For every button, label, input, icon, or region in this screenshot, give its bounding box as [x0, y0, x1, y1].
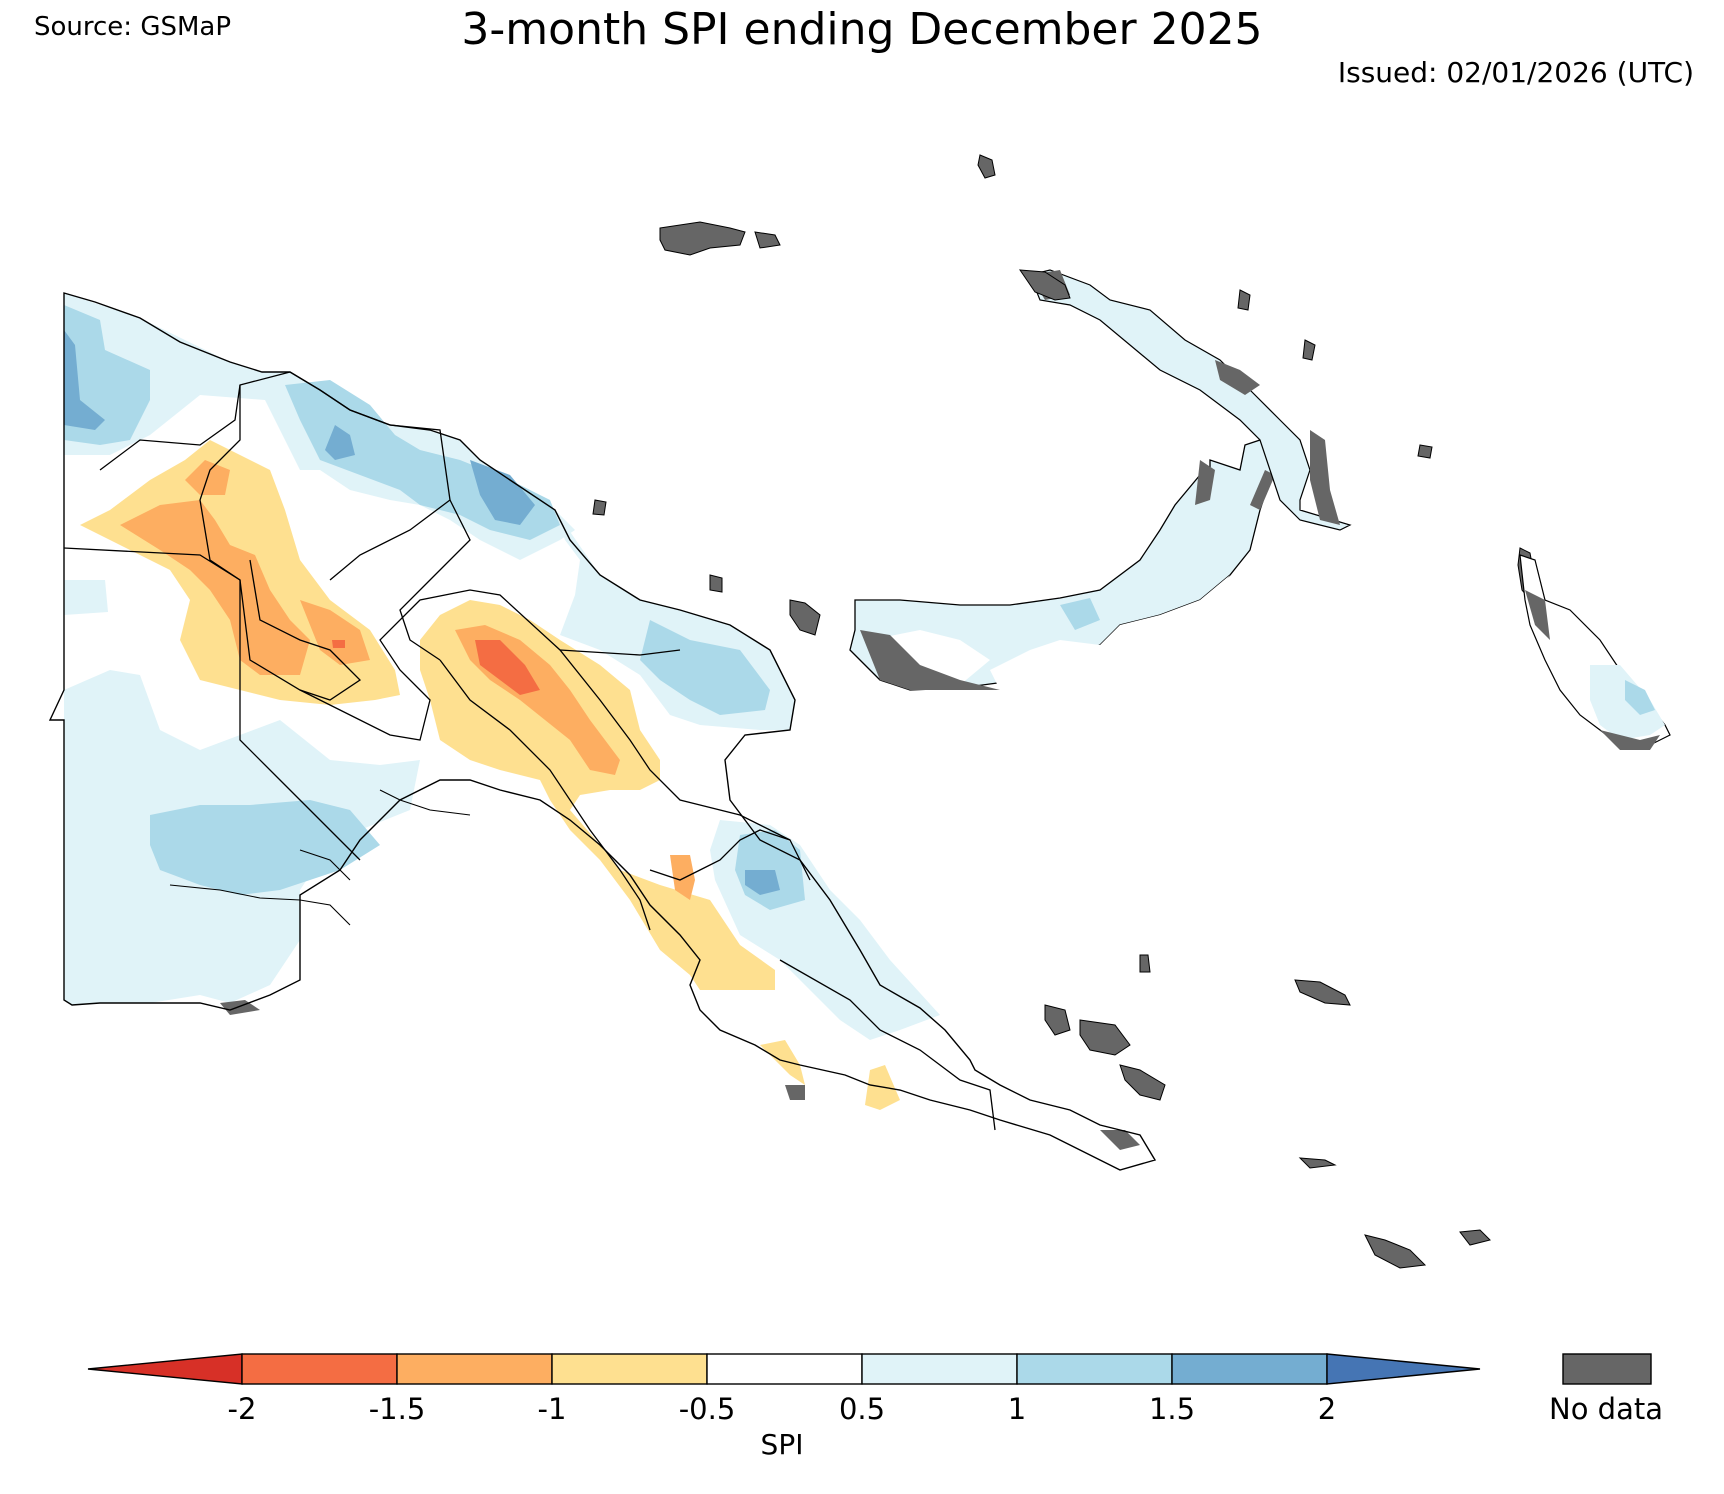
bougainville: [1519, 554, 1671, 750]
spi-zone-1-1.5-south: [150, 800, 380, 895]
colorbar-bin-0.5-1: [861, 1353, 1018, 1385]
spi-zone-neg1.5-neg1-west-c: [300, 600, 370, 665]
new-britain-nodata-ne: [1250, 470, 1275, 510]
colorbar-tick: 1: [1007, 1392, 1027, 1426]
misima-island: [1298, 1157, 1337, 1169]
spi-zone-neg1-neg0.5-south-coast-a: [760, 1040, 805, 1085]
normanby-island: [1119, 1064, 1166, 1101]
colorbar-bin-1.5-2: [1171, 1353, 1328, 1385]
nodata-south-west-coast: [220, 1000, 260, 1015]
spi-zone-neg2-neg1.5-highlands: [475, 640, 540, 695]
lihir-island: [1237, 289, 1251, 311]
spi-zone-neg1-neg0.5-highlands-east: [420, 600, 775, 990]
bougainville-nodata-s: [1600, 730, 1660, 750]
colorbar-tick: -0.5: [678, 1392, 736, 1426]
bougainville-nodata-w: [1525, 590, 1550, 640]
new-britain: [849, 439, 1276, 691]
woodlark-island: [1294, 979, 1351, 1006]
new-ireland: [1029, 269, 1352, 531]
rossel-island: [1459, 1229, 1491, 1246]
spi-zone-neg2-neg1.5-small: [332, 640, 345, 648]
spi-zone-1.5-2-north-a: [325, 425, 355, 460]
new-ireland-island: [1029, 269, 1352, 531]
colorbar-bin-neg1-neg0.5: [551, 1353, 708, 1385]
mainland-png: [48, 292, 1157, 1171]
colorbar-tick: 0.5: [838, 1392, 886, 1426]
karkar-island: [592, 499, 607, 516]
bougainville-blue: [1625, 680, 1655, 715]
colorbar-bin-neg1.5-neg1: [396, 1353, 553, 1385]
new-britain-nodata-n: [1195, 460, 1215, 505]
mussau-island: [977, 154, 996, 179]
colorbar-tick: 1.5: [1148, 1392, 1196, 1426]
colorbar-tick: -1: [537, 1392, 567, 1426]
colorbar-tick: -1.5: [368, 1392, 426, 1426]
fergusson-island: [1079, 1019, 1131, 1056]
issued-date: Issued: 02/01/2026 (UTC): [1337, 56, 1694, 89]
province-boundaries: [63, 371, 996, 1131]
colorbar-extend-low: [87, 1353, 243, 1385]
colorbar-bin-1-1.5: [1016, 1353, 1173, 1385]
spi-zone-1.5-2-north-b: [470, 460, 535, 525]
spi-zone-0.5-1-west: [64, 580, 108, 615]
umboi-island: [789, 599, 821, 636]
manus-east-islet: [754, 231, 781, 249]
nodata-east-coast: [785, 1085, 805, 1100]
colorbar-bin-neg0.5-0.5: [706, 1353, 863, 1385]
manus-island: [659, 221, 746, 256]
spi-zone-1.5-2-northwest: [64, 330, 105, 430]
goodenough-island: [1044, 1004, 1071, 1036]
nodata-swatch: [1562, 1353, 1652, 1385]
anir-island: [1417, 444, 1433, 459]
spi-zone-1-1.5-east: [640, 620, 770, 715]
colorbar-extend-high: [1326, 1353, 1481, 1385]
new-britain-white-zone: [990, 575, 1230, 690]
new-ireland-nodata-s: [1310, 430, 1340, 525]
new-hanover: [1018, 269, 1071, 301]
trobriand-island: [1139, 954, 1151, 973]
spi-zone-neg1.5-neg1-west-a: [120, 500, 310, 675]
new-britain-bluepatch: [1060, 598, 1100, 630]
new-ireland-nodata-c: [1215, 360, 1260, 395]
tabar-island: [1302, 339, 1316, 361]
long-island: [709, 574, 723, 593]
river-delta: [169, 789, 471, 926]
spi-zone-neg1.5-neg1-southeast: [670, 855, 695, 900]
colorbar: [87, 1353, 1652, 1385]
colorbar-tick: -2: [227, 1392, 257, 1426]
colorbar-tick: 2: [1317, 1392, 1337, 1426]
spi-zone-1.5-2-southeast: [745, 870, 780, 895]
nodata-label: No data: [1549, 1392, 1663, 1426]
map-title: 3-month SPI ending December 2025: [461, 4, 1263, 55]
colorbar-label: SPI: [760, 1428, 804, 1461]
colorbar-bin-neg2-neg1.5: [241, 1353, 398, 1385]
sudest-island: [1364, 1234, 1427, 1269]
source-label: Source: GSMaP: [34, 12, 232, 42]
mainland-coastline: [48, 292, 1157, 1171]
nodata-southeast-coast: [1100, 1130, 1140, 1150]
new-britain-nodata-w: [860, 630, 1000, 690]
